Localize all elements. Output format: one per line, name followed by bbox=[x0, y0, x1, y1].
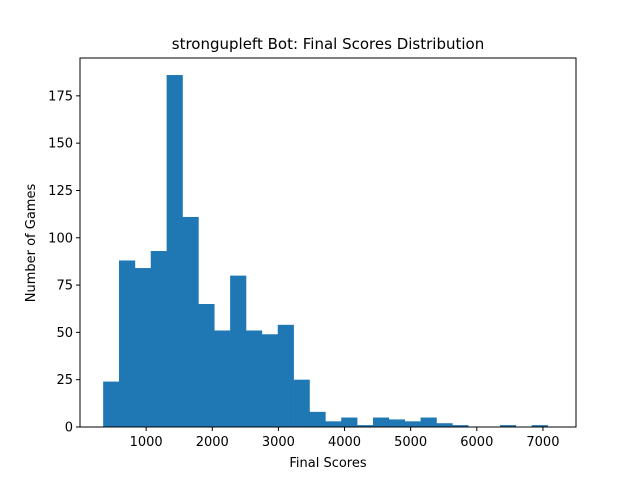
histogram-bar bbox=[245, 330, 263, 427]
y-tick-label: 50 bbox=[56, 326, 73, 341]
x-tick-label: 2000 bbox=[196, 435, 229, 450]
histogram-bar bbox=[230, 275, 247, 427]
histogram-bar bbox=[420, 417, 437, 427]
x-tick-label: 3000 bbox=[262, 435, 295, 450]
y-axis-label: Number of Games bbox=[24, 184, 39, 303]
histogram-bar bbox=[166, 75, 183, 427]
y-tick-label: 25 bbox=[56, 373, 73, 388]
histogram-bar bbox=[198, 304, 215, 427]
y-tick-label: 100 bbox=[48, 231, 73, 246]
histogram-bar bbox=[182, 216, 199, 427]
histogram-bar bbox=[261, 334, 279, 427]
y-tick-label: 150 bbox=[48, 137, 73, 152]
histogram-bar bbox=[388, 419, 406, 427]
histogram-bar bbox=[452, 425, 469, 427]
histogram-bar bbox=[325, 421, 342, 427]
x-tick-label: 1000 bbox=[130, 435, 163, 450]
histogram-bar bbox=[341, 417, 358, 427]
x-tick-label: 6000 bbox=[460, 435, 493, 450]
plot-frame bbox=[79, 57, 577, 428]
x-axis-ticks: 1000 2000 3000 4000 5000 6000 7000 bbox=[130, 427, 559, 450]
y-tick-label: 75 bbox=[56, 279, 73, 294]
x-tick-label: 5000 bbox=[394, 435, 427, 450]
x-axis-label: Final Scores bbox=[289, 456, 367, 471]
histogram-bar bbox=[134, 268, 152, 427]
histogram-bar bbox=[277, 324, 294, 427]
y-tick-label: 0 bbox=[65, 421, 73, 436]
histogram-bar bbox=[214, 330, 231, 427]
histogram-bar bbox=[103, 381, 120, 427]
x-tick-label: 7000 bbox=[526, 435, 559, 450]
y-axis-ticks: 0 25 50 75 100 125 150 175 bbox=[48, 89, 80, 436]
histogram-bar bbox=[404, 421, 421, 427]
histogram-bar bbox=[357, 425, 374, 427]
histogram-bars bbox=[103, 75, 548, 427]
histogram-bar bbox=[499, 425, 517, 427]
histogram-bar bbox=[531, 425, 548, 427]
histogram-bar bbox=[150, 251, 167, 427]
histogram-bar bbox=[372, 417, 390, 427]
histogram-bar bbox=[119, 260, 136, 427]
x-tick-label: 4000 bbox=[328, 435, 361, 450]
histogram-bar bbox=[436, 423, 453, 427]
histogram-bar bbox=[293, 379, 310, 427]
y-tick-label: 125 bbox=[48, 184, 73, 199]
histogram-bar bbox=[309, 411, 326, 427]
chart-title: strongupleft Bot: Final Scores Distribut… bbox=[172, 35, 484, 53]
y-tick-label: 175 bbox=[48, 89, 73, 104]
